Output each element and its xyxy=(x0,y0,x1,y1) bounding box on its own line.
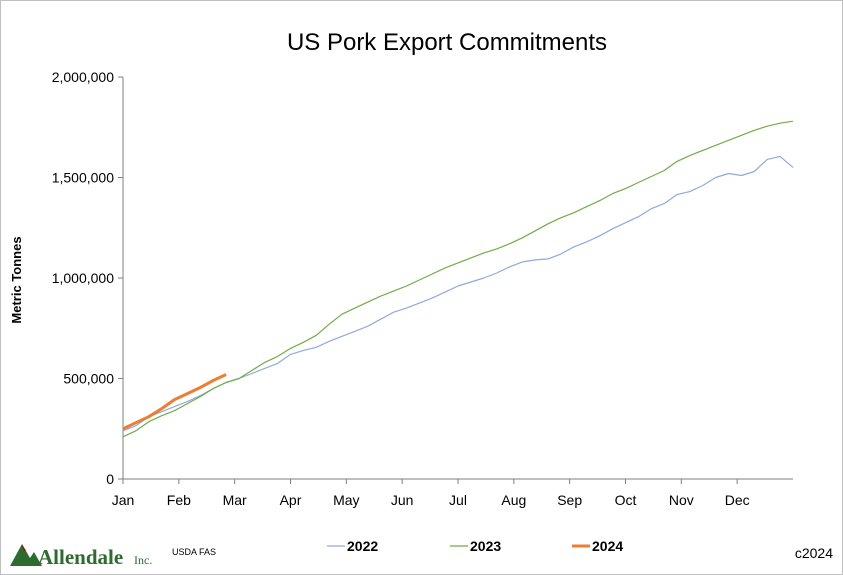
chart-title: US Pork Export Commitments xyxy=(287,29,607,56)
y-tick-label: 0 xyxy=(106,471,114,487)
x-tick-label: Mar xyxy=(223,492,247,508)
legend-label-2024: 2024 xyxy=(592,538,623,554)
x-tick-label: Dec xyxy=(725,492,750,508)
x-tick-label: Sep xyxy=(557,492,582,508)
series-line-2024 xyxy=(122,373,227,431)
legend-label-2023: 2023 xyxy=(470,538,501,554)
series-line-2023 xyxy=(122,120,794,438)
source-label: USDA FAS xyxy=(172,547,217,557)
x-tick-label: Feb xyxy=(167,492,191,508)
allendale-logo-mark: Allendale Inc. xyxy=(10,544,152,569)
x-tick-label: Apr xyxy=(280,492,302,508)
copyright-label: c2024 xyxy=(794,545,833,561)
x-tick-label: Jan xyxy=(112,492,135,508)
x-tick-label: Aug xyxy=(501,492,526,508)
y-tick-label: 1,000,000 xyxy=(52,270,114,286)
y-tick-label: 1,500,000 xyxy=(52,170,114,186)
x-tick-label: May xyxy=(333,492,359,508)
x-tick-label: Oct xyxy=(615,492,637,508)
series-layer xyxy=(122,120,794,438)
legend-label-2022: 2022 xyxy=(347,538,378,554)
legend: 2022 2023 2024 xyxy=(327,538,623,554)
logo-text: Allendale xyxy=(38,545,123,569)
y-tick-label: 500,000 xyxy=(63,371,114,387)
axes: 0 500,000 1,000,000 1,500,000 2,000,000 Jan Fe… xyxy=(52,69,793,508)
series-line-2022 xyxy=(122,155,794,432)
y-tick-label: 2,000,000 xyxy=(52,69,114,85)
x-tick-label: Jul xyxy=(449,492,467,508)
allendale-logo: Allendale Inc. xyxy=(8,538,178,570)
logo-mountain-icon xyxy=(10,544,42,566)
x-tick-label: Nov xyxy=(669,492,694,508)
logo-suffix: Inc. xyxy=(134,553,152,567)
x-tick-label: Jun xyxy=(391,492,414,508)
y-axis-label: Metric Tonnes xyxy=(9,236,24,323)
